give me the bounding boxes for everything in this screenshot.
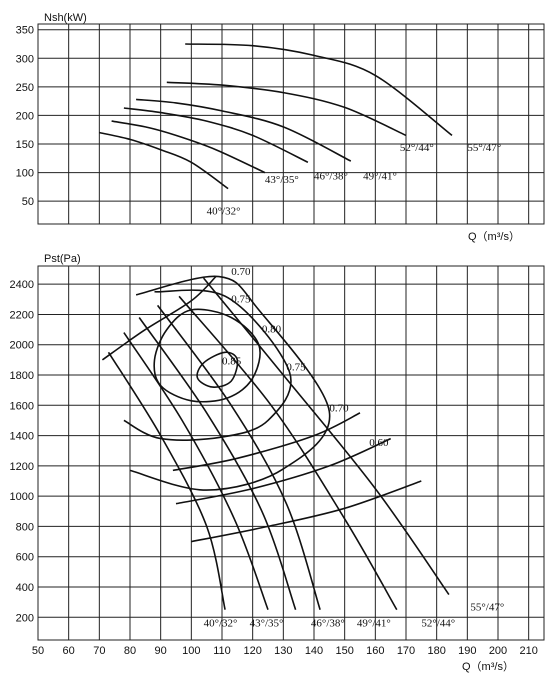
pressure-x-axis-label: Q（m³/s） <box>462 660 514 673</box>
pressure-chart: Pst(Pa) Q（m³/s） 200400600800100012001400… <box>10 253 545 673</box>
blade-angle-curves: 40°/32° 43°/35° 46°/38° 49°/41° 52°/44° 55°/4… <box>107 277 504 629</box>
resistance-curve <box>101 276 217 361</box>
pressure-x-tick-label: 90 <box>155 645 167 657</box>
blade-angle-label: 55°/47° <box>470 601 504 613</box>
efficiency-contour <box>196 351 239 388</box>
pressure-grid <box>37 265 545 641</box>
pressure-x-ticks: 50 60 70 80 90 100 110 120 130 140 150 160 170 180 190… <box>32 645 538 657</box>
pressure-x-tick-label: 50 <box>32 645 44 657</box>
blade-angle-curve <box>107 351 226 610</box>
blade-angle-curve <box>178 295 398 611</box>
power-y-tick-label: 150 <box>16 139 34 151</box>
power-curve <box>136 98 352 162</box>
pressure-x-tick-label: 200 <box>489 645 507 657</box>
pressure-y-tick-label: 1600 <box>10 400 34 412</box>
pressure-x-tick-label: 160 <box>366 645 384 657</box>
pressure-x-tick-label: 120 <box>243 645 261 657</box>
power-curve <box>185 43 453 137</box>
power-curve-label: 40°/32° <box>207 205 241 217</box>
blade-angle-label: 40°/32° <box>204 617 238 629</box>
pressure-x-tick-label: 150 <box>335 645 353 657</box>
efficiency-contour-label: 0.70 <box>231 266 251 278</box>
power-grid <box>37 23 545 225</box>
power-curve-label: 49°/41° <box>363 170 397 182</box>
efficiency-contour <box>153 308 261 403</box>
pressure-y-tick-label: 400 <box>16 582 34 594</box>
power-y-tick-label: 100 <box>16 168 34 180</box>
efficiency-contour-label: 0.85 <box>222 355 242 367</box>
pressure-x-tick-label: 110 <box>213 645 231 657</box>
pressure-x-tick-label: 190 <box>458 645 476 657</box>
power-x-axis-label: Q（m³/s） <box>468 230 520 243</box>
power-curves: 40°/32° 43°/35° 46°/38° 49°/41° 52°/44° 55°/4… <box>99 43 501 217</box>
efficiency-contour-label: 0.60 <box>369 437 389 449</box>
resistance-curve <box>175 437 392 505</box>
blade-angle-curve <box>123 332 269 610</box>
blade-angle-curve <box>202 277 450 596</box>
pressure-y-tick-label: 800 <box>16 521 34 533</box>
efficiency-contour-label: 0.75 <box>231 293 251 305</box>
power-curve <box>123 107 309 164</box>
blade-angle-curve <box>156 304 321 610</box>
blade-angle-label: 46°/38° <box>311 617 345 629</box>
system-resistance-curves <box>101 276 422 543</box>
blade-angle-label: 49°/41° <box>357 617 391 629</box>
pressure-x-tick-label: 70 <box>93 645 105 657</box>
power-chart: Nsh(kW) Q（m³/s） 50 100 150 200 250 300 350 40°… <box>16 12 545 243</box>
pressure-x-tick-label: 80 <box>124 645 136 657</box>
power-y-tick-label: 50 <box>22 196 34 208</box>
power-y-tick-label: 250 <box>16 82 34 94</box>
pressure-y-tick-label: 2400 <box>10 279 34 291</box>
power-y-tick-label: 350 <box>16 25 34 37</box>
efficiency-contour-label: 0.80 <box>262 324 282 336</box>
efficiency-contour-label: 0.75 <box>286 361 306 373</box>
power-curve <box>99 131 229 190</box>
pressure-x-tick-label: 170 <box>397 645 415 657</box>
efficiency-contour <box>129 275 331 491</box>
blade-angle-label: 43°/35° <box>250 617 284 629</box>
pressure-x-tick-label: 140 <box>305 645 323 657</box>
power-y-ticks: 50 100 150 200 250 300 350 <box>16 25 34 208</box>
pressure-y-tick-label: 200 <box>16 612 34 624</box>
pressure-y-tick-label: 2000 <box>10 340 34 352</box>
power-curve-label: 55°/47° <box>467 142 501 154</box>
pressure-x-tick-label: 210 <box>519 645 537 657</box>
power-y-tick-label: 200 <box>16 110 34 122</box>
pressure-x-tick-label: 130 <box>274 645 292 657</box>
blade-angle-curve <box>138 317 297 610</box>
efficiency-contour <box>123 289 292 441</box>
pressure-y-tick-label: 1200 <box>10 461 34 473</box>
pressure-y-ticks: 200 400 600 800 1000 1200 1400 1600 1800 2000 2200… <box>10 279 34 624</box>
power-curve-label: 46°/38° <box>314 170 348 182</box>
resistance-curve <box>191 480 422 543</box>
pressure-y-tick-label: 600 <box>16 552 34 564</box>
pressure-plot-frame <box>37 265 545 641</box>
blade-angle-label: 52°/44° <box>421 617 455 629</box>
power-curve <box>111 120 266 174</box>
resistance-curve <box>172 412 361 472</box>
power-curve <box>166 81 407 137</box>
power-curve-label: 52°/44° <box>400 142 434 154</box>
efficiency-contour-label: 0.70 <box>329 402 349 414</box>
pressure-x-tick-label: 180 <box>427 645 445 657</box>
pressure-y-tick-label: 2200 <box>10 309 34 321</box>
pressure-y-axis-label: Pst(Pa) <box>44 253 81 265</box>
pressure-y-tick-label: 1400 <box>10 431 34 443</box>
pressure-x-tick-label: 60 <box>63 645 75 657</box>
power-y-axis-label: Nsh(kW) <box>44 12 87 24</box>
power-plot-frame <box>37 23 545 225</box>
pressure-y-tick-label: 1000 <box>10 491 34 503</box>
pressure-x-tick-label: 100 <box>182 645 200 657</box>
pressure-y-tick-label: 1800 <box>10 370 34 382</box>
power-y-tick-label: 300 <box>16 53 34 65</box>
power-curve-label: 43°/35° <box>265 174 299 186</box>
